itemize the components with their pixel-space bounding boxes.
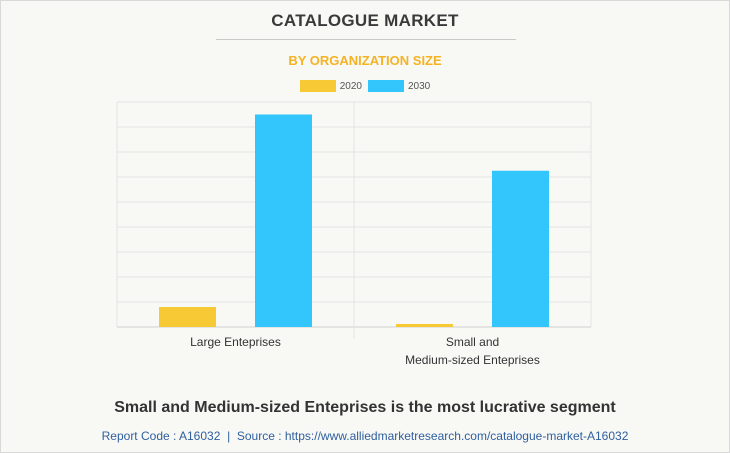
legend-swatch-2030 [368,80,404,92]
chart-footer: Report Code : A16032 | Source : https://… [1,429,729,443]
legend-label-2030: 2030 [408,80,431,92]
x-tick-label: Large Enteprises [190,335,281,349]
chart-subtitle: BY ORGANIZATION SIZE [288,53,442,68]
source-link[interactable]: Source : https://www.alliedmarketresearc… [236,429,629,443]
legend-item-2020: 2020 [299,80,362,92]
bar-2030-large [255,114,312,327]
report-code: Report Code : A16032 [101,429,221,443]
bar-2020-sme [396,324,453,327]
x-tick-label: Small and Medium-sized Enteprises [405,335,540,367]
chart-title: CATALOGUE MARKET [271,11,459,30]
bar-2020-large [159,307,216,327]
footer-separator: | [227,429,231,443]
title-divider [216,39,516,40]
bar-2030-sme [492,170,549,327]
legend-item-2030: 2030 [368,80,430,92]
chart-legend: 2020 2030 [1,80,729,92]
legend-label-2020: 2020 [339,80,362,92]
chart-conclusion: Small and Medium-sized Enteprises is the… [114,399,616,416]
legend-swatch-2020 [299,80,336,92]
bar-chart: Large Enteprises Small and Medium-sized En… [116,101,592,367]
